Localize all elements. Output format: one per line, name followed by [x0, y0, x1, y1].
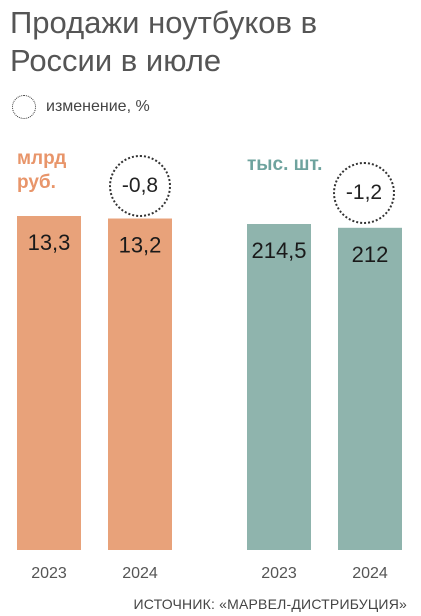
- bar-revenue-2023: [17, 216, 81, 550]
- bar-units-2024: [338, 227, 402, 550]
- legend-label: изменение, %: [46, 98, 150, 115]
- value-label-units-2024: 212: [352, 242, 389, 267]
- legend: изменение, %: [12, 95, 150, 119]
- value-label-units-2023: 214,5: [251, 238, 306, 263]
- unit-label-revenue: млрд руб.: [17, 148, 67, 193]
- bar-revenue-2024: [108, 218, 172, 550]
- legend-dotted-circle-icon: [12, 95, 36, 119]
- chart-title: Продажи ноутбуков в России в июле: [10, 5, 318, 78]
- year-label-revenue-2024: 2024: [122, 565, 158, 582]
- year-label-units-2024: 2024: [352, 565, 388, 582]
- year-label-revenue-2023: 2023: [31, 565, 67, 582]
- source-note: ИСТОЧНИК: «МАРВЕЛ-ДИСТРИБУЦИЯ»: [133, 596, 407, 612]
- year-label-units-2023: 2023: [261, 565, 297, 582]
- change-badge-units: -1,2: [333, 162, 395, 224]
- value-label-revenue-2024: 13,2: [119, 233, 162, 258]
- change-badge-revenue: -0,8: [109, 155, 171, 217]
- unit-label-units: тыс. шт.: [247, 154, 323, 175]
- bar-units-2023: [247, 224, 311, 550]
- value-label-revenue-2023: 13,3: [28, 230, 71, 255]
